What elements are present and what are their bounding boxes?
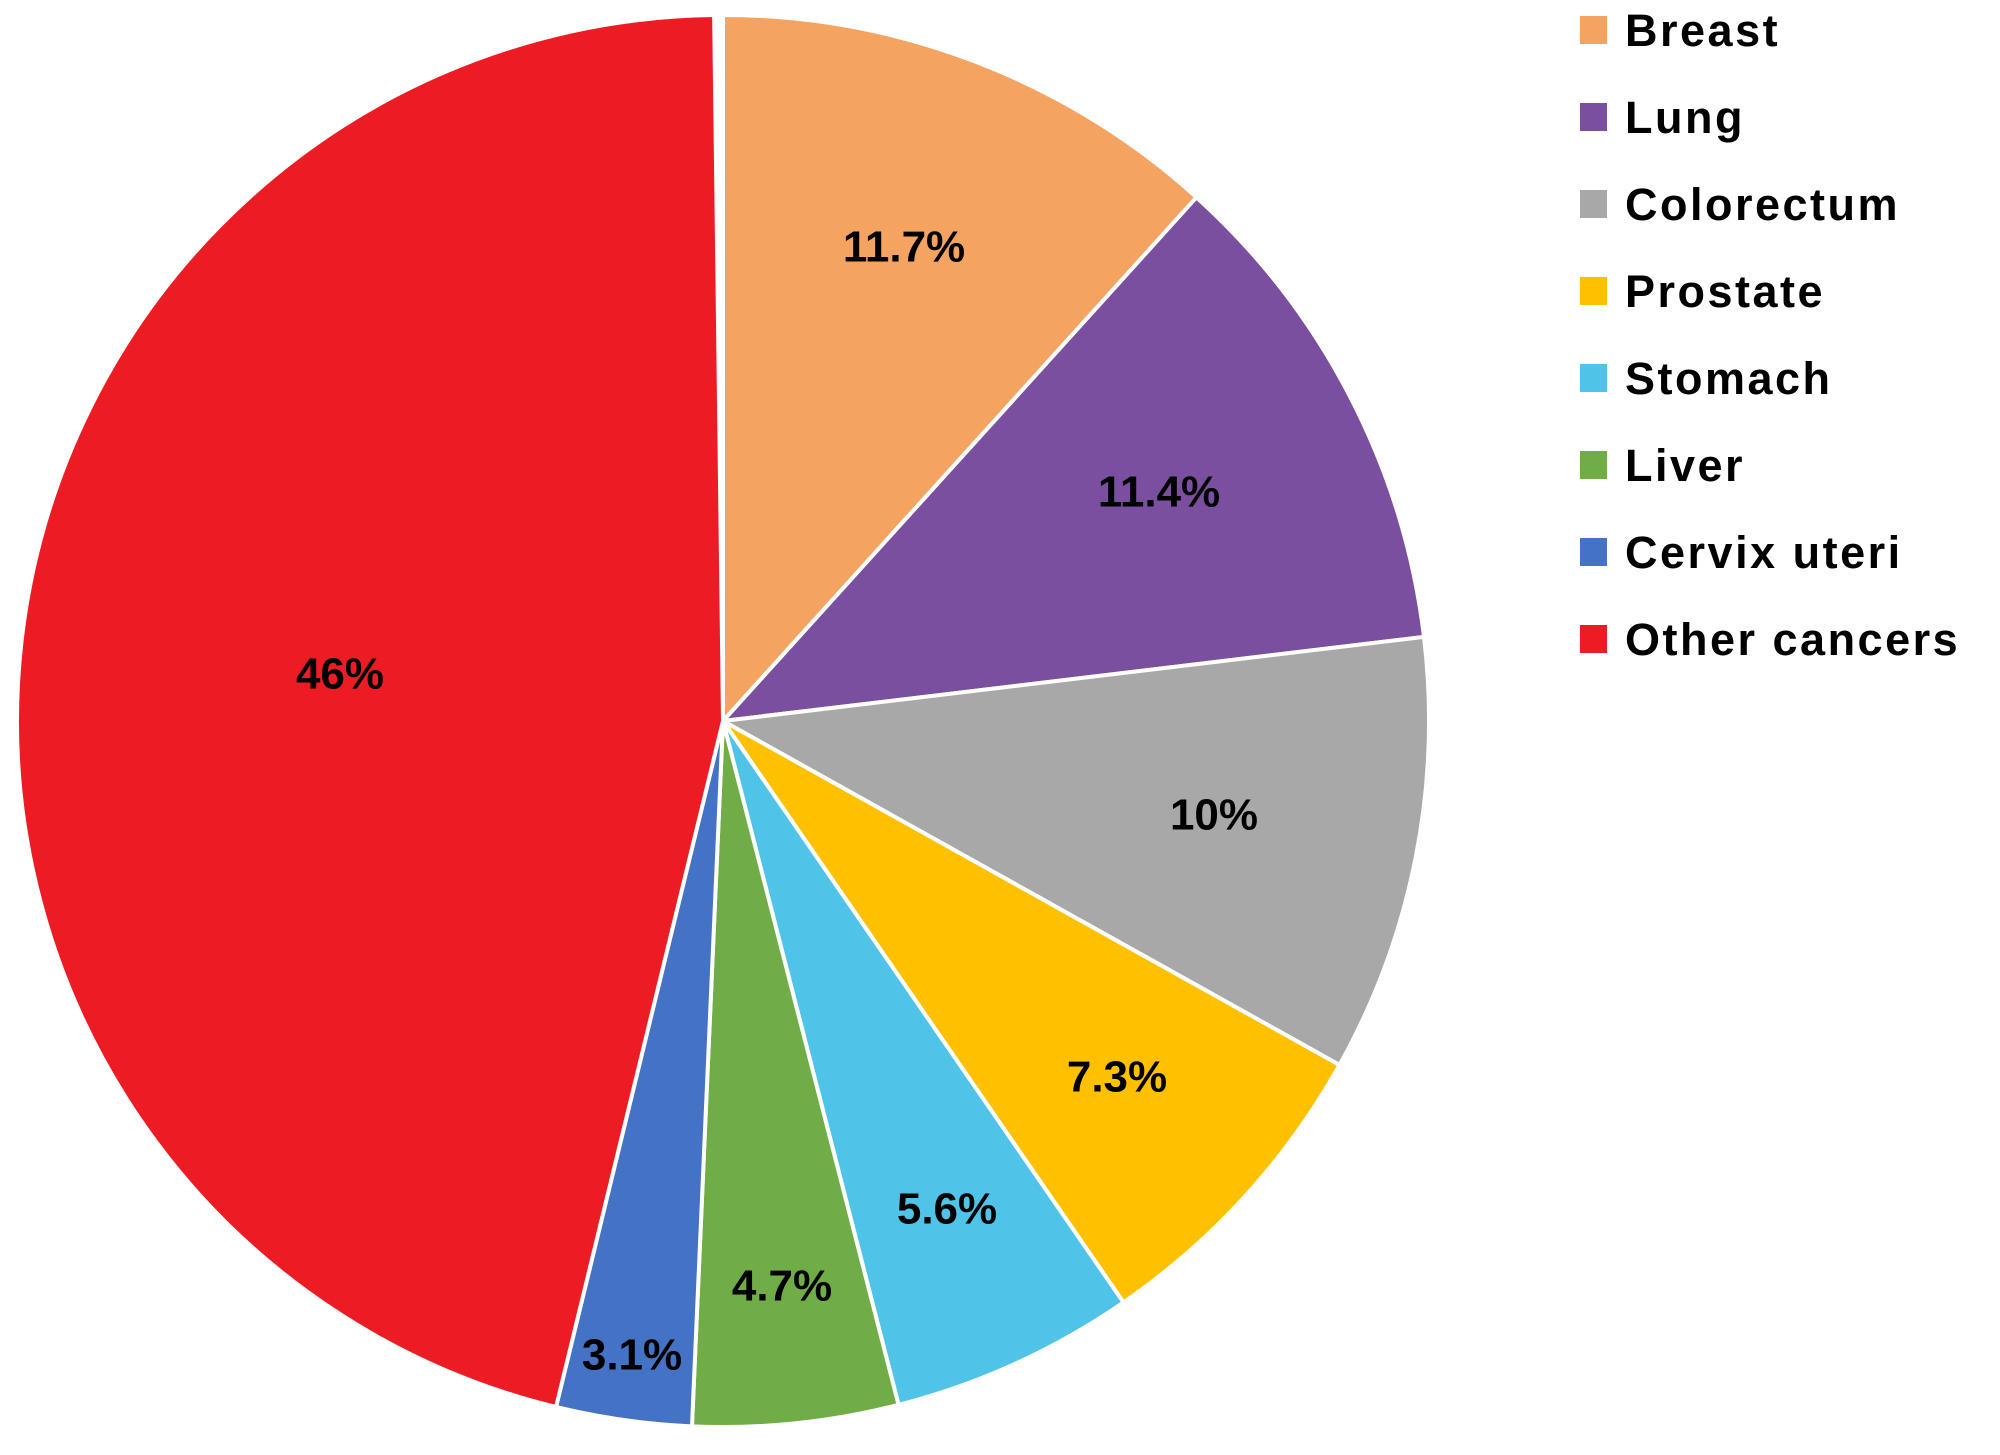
svg-text:4.7%: 4.7% (732, 1262, 832, 1311)
svg-text:5.6%: 5.6% (897, 1185, 997, 1234)
svg-text:7.3%: 7.3% (1067, 1053, 1167, 1102)
svg-text:3.1%: 3.1% (582, 1331, 682, 1380)
svg-text:11.7%: 11.7% (843, 223, 965, 272)
svg-text:46%: 46% (296, 650, 384, 699)
svg-text:11.4%: 11.4% (1098, 468, 1220, 517)
svg-text:10%: 10% (1170, 791, 1258, 840)
